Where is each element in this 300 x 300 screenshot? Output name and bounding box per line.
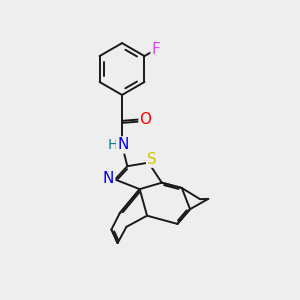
Text: S: S <box>147 152 157 166</box>
Text: H: H <box>108 138 119 152</box>
Text: O: O <box>140 112 152 127</box>
Text: N: N <box>103 171 114 186</box>
Text: N: N <box>117 137 129 152</box>
Text: F: F <box>152 42 160 57</box>
